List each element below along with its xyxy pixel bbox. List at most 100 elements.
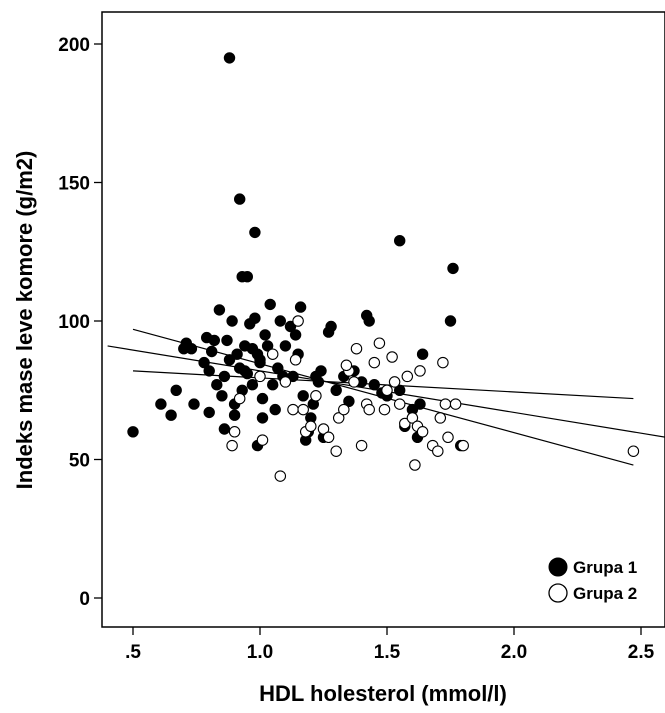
point-series-2-30 [393,398,406,410]
point-series-1-22 [213,304,226,316]
point-series-2-8 [287,403,299,416]
point-series-1-46 [272,362,284,374]
point-series-1-29 [231,348,243,360]
point-series-1-79 [444,315,457,327]
point-series-1-77 [414,398,426,410]
point-series-1-17 [203,406,215,419]
y-tick-label-2: 100 [58,312,90,333]
point-series-2-9 [292,315,304,327]
point-series-1-45 [269,403,281,416]
point-series-1-27 [226,315,238,327]
point-series-2-4 [256,434,269,446]
point-series-1-7 [127,426,139,438]
point-series-2-24 [363,403,375,416]
point-series-1-44 [267,379,279,391]
legend-marker-grupa-2 [548,583,568,603]
point-series-2-48 [378,403,391,416]
point-series-1-65 [343,395,355,407]
point-series-1-23 [216,390,228,402]
point-series-1-89 [218,423,231,435]
y-tick-label-1: 50 [69,451,90,472]
point-series-1-53 [297,390,309,402]
point-series-1-43 [264,298,276,311]
point-series-2-46 [627,445,640,457]
point-series-2-1 [228,426,241,438]
point-series-1-21 [211,379,223,391]
point-series-1-1 [234,193,246,205]
point-series-2-14 [317,423,330,435]
point-series-1-14 [188,398,200,410]
point-series-2-18 [338,403,350,416]
point-series-2-43 [442,431,454,444]
point-series-2-39 [432,445,444,457]
point-series-2-42 [439,398,452,410]
point-series-1-84 [289,329,302,341]
point-series-1-3 [241,271,254,283]
point-series-1-8 [155,398,167,410]
point-series-2-44 [449,398,462,410]
point-series-1-42 [261,340,274,352]
point-series-1-13 [185,343,198,355]
point-series-1-78 [416,348,429,360]
point-series-2-7 [279,376,292,388]
data-points [127,52,640,482]
point-series-1-49 [284,320,297,333]
point-series-1-86 [256,412,269,424]
x-tick-label-0: .5 [125,642,141,663]
point-series-2-22 [355,439,368,452]
legend-marker-grupa-1 [548,557,568,577]
legend-label-grupa-2: Grupa 2 [573,584,637,603]
point-series-1-40 [256,392,269,405]
point-series-2-32 [401,370,414,383]
point-series-1-85 [239,365,251,377]
point-series-2-17 [332,412,345,424]
point-series-2-13 [310,390,322,402]
x-tick-label-3: 2.0 [501,642,527,663]
point-series-1-36 [249,312,261,324]
point-series-1-63 [330,384,342,396]
x-axis: .5 1.0 1.5 2.0 2.5 [125,627,655,663]
point-series-2-34 [409,459,421,471]
point-series-1-4 [249,226,261,239]
point-series-2-21 [350,342,363,355]
point-series-1-88 [228,409,241,421]
point-series-1-25 [221,334,233,347]
point-series-1-62 [325,320,337,333]
point-series-2-25 [368,356,381,369]
point-series-2-33 [406,412,419,424]
point-series-1-39 [254,356,266,369]
point-series-1-41 [259,329,271,341]
plot-frame [101,11,665,628]
point-series-1-69 [363,315,375,327]
point-series-1-52 [294,301,307,313]
point-series-1-82 [246,379,259,391]
point-series-1-24 [218,370,231,383]
point-series-1-0 [223,52,236,64]
point-series-1-20 [208,334,221,347]
y-tick-label-4: 200 [58,35,90,56]
point-series-2-36 [414,365,426,377]
point-series-1-5 [394,235,406,247]
point-series-1-6 [447,262,459,275]
point-series-2-31 [399,417,411,430]
point-series-1-59 [315,365,327,377]
point-series-1-73 [394,384,406,396]
point-series-2-2 [233,392,246,405]
point-series-2-28 [386,351,398,363]
point-series-2-10 [297,403,309,416]
point-series-2-45 [457,439,469,452]
point-series-1-18 [203,365,215,377]
point-series-2-20 [348,376,360,388]
point-series-2-15 [322,431,335,444]
point-series-2-26 [373,337,386,349]
point-series-1-10 [170,384,182,396]
point-series-1-9 [165,409,177,421]
point-series-2-3 [254,370,266,383]
point-series-2-49 [340,359,353,372]
legend: Grupa 1 Grupa 2 [548,557,637,603]
x-tick-label-1: 1.0 [247,642,273,663]
point-series-1-19 [206,345,218,358]
point-series-1-26 [223,354,236,366]
point-series-2-27 [381,384,393,397]
